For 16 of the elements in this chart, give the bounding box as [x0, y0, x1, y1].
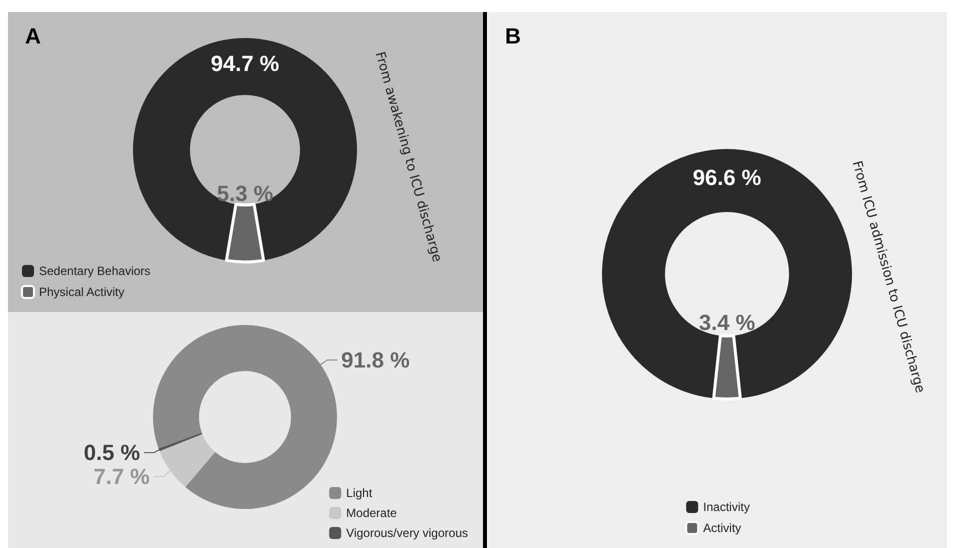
data-label: 7.7 %	[93, 464, 150, 490]
data-label: 91.8 %	[341, 347, 410, 372]
data-label: 5.3 %	[216, 181, 274, 206]
data-label: 3.4 %	[698, 310, 756, 335]
data-label: 94.7 %	[210, 51, 280, 76]
legend-label: Activity	[703, 521, 742, 535]
data-label: 0.5 %	[84, 440, 140, 466]
legend-label: Inactivity	[703, 500, 750, 514]
legend-label: Sedentary Behaviors	[39, 264, 150, 278]
legend-label: Moderate	[346, 506, 398, 520]
data-label: 96.6 %	[692, 165, 762, 190]
legend-label: Physical Activity	[39, 285, 124, 299]
legend-label: Light	[346, 486, 373, 500]
legend-label: Vigorous/very vigorous	[346, 526, 468, 540]
chart-title: A	[25, 24, 41, 48]
chart-title: B	[505, 24, 521, 48]
